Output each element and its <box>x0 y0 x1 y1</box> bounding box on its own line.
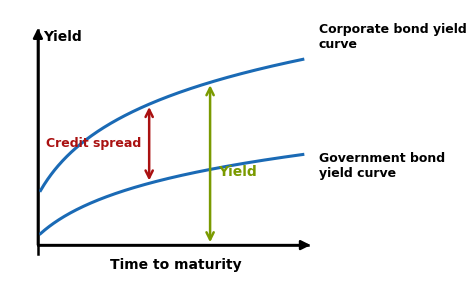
Text: Yield: Yield <box>218 165 257 179</box>
Text: Time to maturity: Time to maturity <box>110 257 241 271</box>
Text: Government bond
yield curve: Government bond yield curve <box>319 152 445 180</box>
Text: Credit spread: Credit spread <box>46 137 141 150</box>
Text: Corporate bond yield
curve: Corporate bond yield curve <box>319 23 466 51</box>
Text: Yield: Yield <box>43 30 82 44</box>
